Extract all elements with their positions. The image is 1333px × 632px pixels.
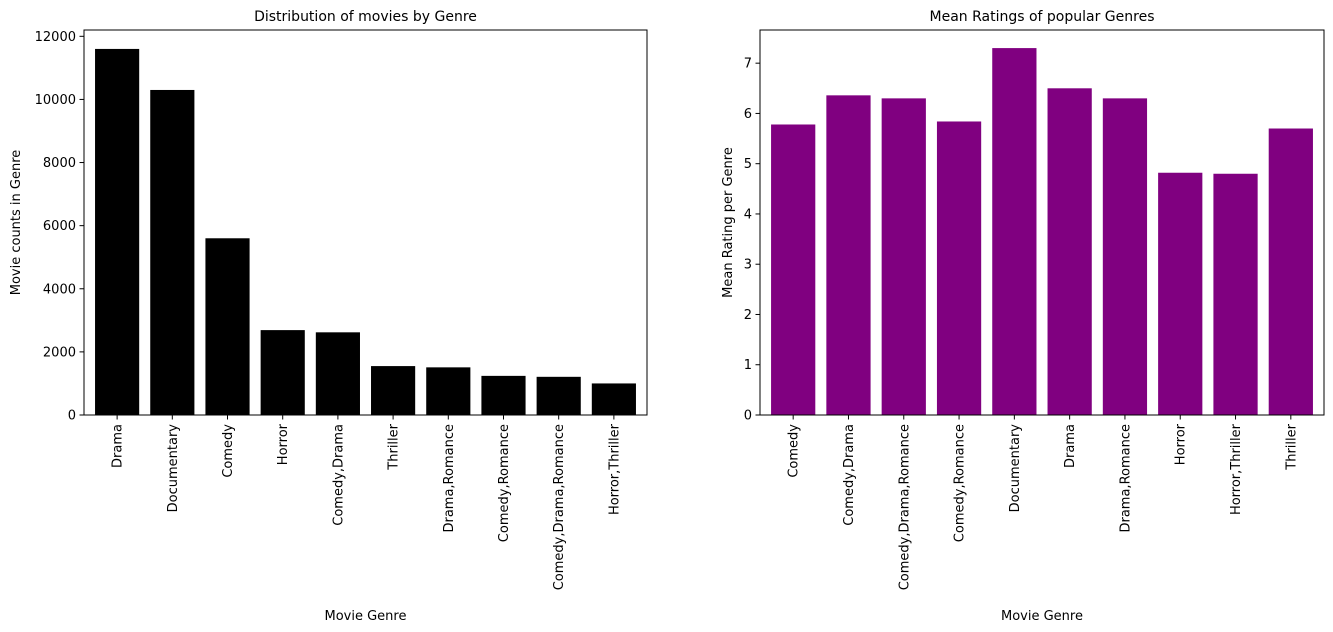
x-tick-label: Comedy,Drama — [331, 424, 346, 526]
x-tick-label: Documentary — [166, 424, 181, 513]
x-tick-label: Comedy — [221, 424, 236, 478]
x-axis-label: Movie Genre — [325, 609, 407, 624]
x-tick-label: Comedy,Romance — [497, 424, 512, 542]
x-tick-label: Drama — [1063, 424, 1078, 468]
y-tick-label: 12000 — [35, 30, 76, 45]
bar-rating-7 — [1158, 172, 1203, 415]
bar-rating-2 — [881, 98, 926, 416]
x-tick-label: Comedy,Drama,Romance — [552, 424, 567, 590]
bar-count-2 — [205, 238, 250, 415]
bar-count-6 — [426, 367, 471, 415]
y-tick-label: 2 — [744, 308, 752, 323]
genre-rating-chart: 0 1 2 3 4 5 6 7 Comedy Comedy,Drama Comedy,Drama,R… — [721, 9, 1325, 624]
y-axis-label: Mean Rating per Genre — [721, 147, 736, 298]
y-tick-label: 1 — [744, 358, 752, 373]
y-tick-label: 7 — [744, 57, 752, 72]
plot-frame — [83, 29, 648, 416]
bar-rating-1 — [826, 95, 871, 415]
x-tick-label: Horror,Thriller — [607, 423, 622, 515]
bar-rating-9 — [1268, 128, 1313, 415]
bar-rating-8 — [1213, 173, 1258, 415]
bar-rating-0 — [771, 124, 816, 416]
x-tick-label: Thriller — [1284, 423, 1299, 470]
y-axis-label: Movie counts in Genre — [9, 150, 24, 296]
y-tick-label: 6 — [744, 107, 752, 122]
y-tick-label: 6000 — [43, 219, 76, 234]
y-tick-label: 8000 — [43, 156, 76, 171]
y-tick-label: 0 — [744, 409, 752, 424]
bar-count-3 — [260, 330, 305, 415]
x-tick-label: Drama,Romance — [1118, 424, 1133, 533]
x-tick-label: Comedy,Drama,Romance — [897, 424, 912, 590]
bar-rating-4 — [992, 48, 1037, 416]
x-tick-label: Horror — [1174, 423, 1189, 465]
x-tick-label: Comedy,Drama — [842, 424, 857, 526]
bar-rating-3 — [936, 121, 982, 415]
y-tick-label: 3 — [744, 258, 752, 273]
bar-count-7 — [481, 375, 526, 415]
chart-title: Mean Ratings of popular Genres — [930, 9, 1155, 25]
x-tick-label: Comedy,Romance — [953, 424, 968, 542]
chart-title: Distribution of movies by Genre — [254, 9, 477, 25]
x-tick-label: Thriller — [387, 423, 402, 470]
y-tick-label: 4 — [744, 207, 752, 222]
genre-count-chart: 0 2000 4000 6000 8000 10000 12000 Drama Document… — [9, 9, 648, 624]
bar-rating-6 — [1102, 98, 1148, 416]
x-tick-label: Drama — [111, 424, 126, 468]
bar-rating-5 — [1047, 88, 1092, 416]
bar-count-8 — [536, 376, 581, 415]
x-tick-label: Drama,Romance — [442, 424, 457, 533]
bar-count-1 — [150, 89, 195, 416]
y-tick-label: 0 — [68, 409, 76, 424]
plot-frame — [759, 29, 1325, 416]
y-tick-label: 5 — [744, 157, 752, 172]
x-axis-label: Movie Genre — [1001, 609, 1083, 624]
bar-count-5 — [371, 366, 416, 415]
x-tick-label: Horror — [276, 423, 291, 465]
y-tick-label: 4000 — [43, 282, 76, 297]
x-tick-label: Horror,Thriller — [1229, 423, 1244, 515]
y-tick-label: 10000 — [35, 93, 76, 108]
bar-count-0 — [95, 48, 140, 416]
bar-count-4 — [315, 332, 360, 415]
x-tick-label: Comedy — [787, 424, 802, 478]
x-tick-label: Documentary — [1008, 424, 1023, 513]
bar-count-9 — [591, 383, 636, 415]
y-tick-label: 2000 — [43, 345, 76, 360]
